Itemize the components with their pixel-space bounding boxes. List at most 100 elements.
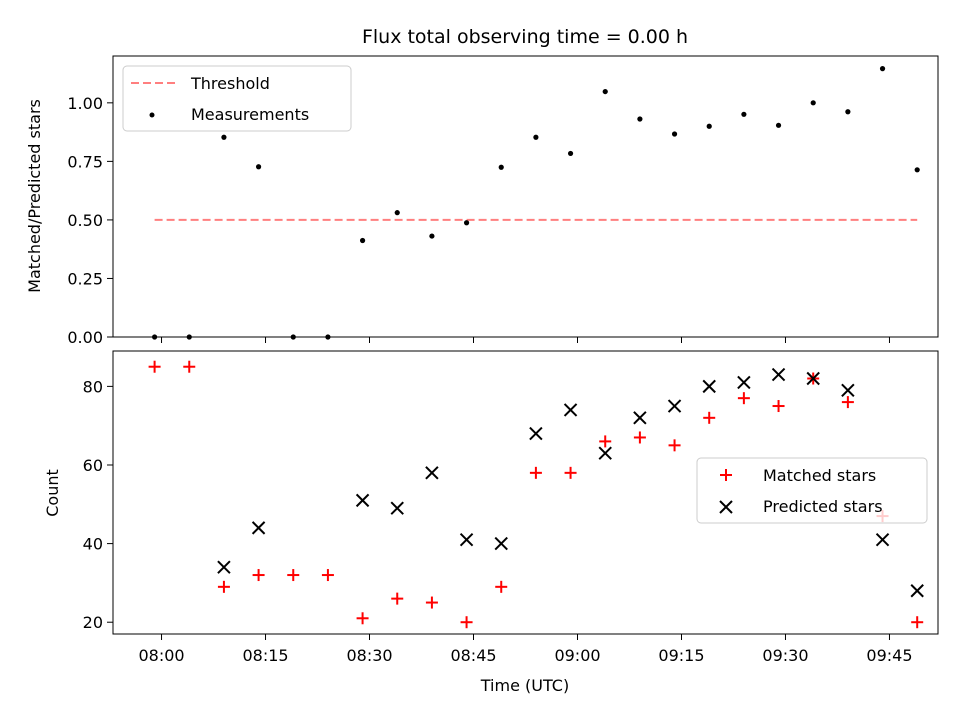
matched-star-point — [495, 580, 508, 593]
legend-measurements-label: Measurements — [191, 105, 309, 124]
matched-star-point — [772, 400, 785, 413]
bottom-panel-xlabel: Time (UTC) — [480, 676, 569, 695]
bottom-ytick-label: 80 — [83, 377, 103, 396]
predicted-star-point — [390, 501, 404, 515]
predicted-star-point — [529, 426, 543, 441]
top-ytick-label: 0.25 — [67, 269, 103, 288]
matched-star-point — [564, 466, 577, 479]
measurement-point — [775, 122, 782, 128]
measurement-point — [810, 100, 816, 106]
bottom-xtick-label: 09:30 — [762, 646, 808, 665]
legend-threshold-label: Threshold — [190, 74, 270, 93]
bottom-panel-xticks: 08:00 08:15 08:30 08:45 09:00 09:15 09:30 09:45 — [138, 634, 913, 665]
measurement-point — [394, 210, 400, 216]
matched-star-point — [460, 616, 473, 629]
matched-star-point — [287, 569, 300, 582]
matched-star-point — [321, 569, 334, 582]
bottom-panel-ylabel: Count — [43, 469, 62, 517]
predicted-star-point — [251, 521, 266, 535]
predicted-star-point — [875, 532, 890, 547]
bottom-xtick-label: 08:30 — [346, 646, 392, 665]
measurement-point — [498, 164, 504, 170]
predicted-star-point — [563, 403, 578, 417]
legend-measurements-swatch — [149, 112, 155, 118]
bottom-xtick-label: 09:15 — [658, 646, 704, 665]
bottom-xtick-label: 08:00 — [138, 646, 184, 665]
bottom-panel-marks — [148, 360, 924, 629]
bottom-panel: Count Time (UTC) 20 40 60 80 08:00 08:15 08:3… — [43, 350, 939, 695]
predicted-star-point — [355, 493, 370, 508]
bottom-xtick-label: 08:15 — [242, 646, 288, 665]
matched-star-point — [668, 439, 681, 452]
measurement-point — [463, 220, 470, 226]
matched-star-point — [911, 616, 924, 629]
bottom-ytick-label: 40 — [83, 535, 103, 554]
top-ytick-label: 0.50 — [67, 211, 103, 230]
matched-star-point — [148, 360, 161, 373]
measurement-point — [359, 237, 366, 244]
predicted-star-point — [217, 560, 231, 574]
top-panel-marks — [151, 66, 920, 340]
predicted-star-point — [425, 466, 439, 480]
measurement-point — [255, 164, 262, 170]
predicted-star-point — [806, 371, 820, 386]
measurement-point — [671, 131, 678, 137]
measurement-point — [429, 233, 435, 239]
predicted-star-point — [494, 536, 508, 551]
top-ytick-label: 0.00 — [67, 328, 103, 347]
matched-star-point — [252, 569, 265, 582]
measurement-point — [602, 88, 608, 95]
predicted-star-point — [771, 367, 786, 382]
top-panel-yticks: 0.00 0.25 0.50 0.75 1.00 — [67, 94, 113, 347]
matched-star-point — [425, 596, 438, 609]
predicted-star-point — [459, 532, 474, 547]
top-panel-xticks — [161, 337, 890, 343]
bottom-panel-frame — [112, 350, 939, 635]
measurement-point — [879, 66, 886, 72]
top-ytick-label: 0.75 — [67, 152, 103, 171]
matched-star-point — [356, 612, 369, 625]
bottom-ytick-label: 20 — [83, 613, 103, 632]
predicted-star-point — [841, 383, 855, 398]
top-panel-ylabel: Matched/Predicted stars — [25, 99, 44, 293]
top-legend-box — [122, 65, 352, 132]
bottom-xtick-label: 09:45 — [866, 646, 912, 665]
matched-star-point — [599, 435, 612, 448]
measurement-point — [221, 134, 227, 140]
top-panel-legend: Threshold Measurements — [122, 65, 352, 132]
top-panel-frame — [112, 55, 939, 338]
matched-star-point — [529, 466, 542, 479]
measurement-point — [914, 167, 920, 173]
matched-star-point — [633, 431, 646, 444]
bottom-xtick-label: 09:00 — [554, 646, 600, 665]
bottom-ytick-label: 60 — [83, 456, 103, 475]
matched-star-point — [841, 396, 854, 409]
matched-star-point — [703, 411, 716, 424]
measurement-point — [637, 116, 643, 122]
matched-star-point — [217, 580, 230, 593]
legend-matched-label: Matched stars — [763, 466, 876, 485]
top-ytick-label: 1.00 — [67, 94, 103, 113]
predicted-star-point — [633, 411, 647, 425]
predicted-star-point — [667, 399, 682, 413]
measurement-point — [845, 109, 851, 115]
predicted-star-point — [737, 375, 751, 390]
matched-star-point — [737, 392, 750, 405]
legend-matched-swatch — [720, 469, 732, 481]
measurement-point — [706, 123, 712, 129]
bottom-panel-legend: Matched stars Predicted stars — [696, 457, 928, 524]
legend-predicted-label: Predicted stars — [763, 497, 883, 516]
predicted-star-point — [910, 584, 924, 598]
top-panel: Flux total observing time = 0.00 h Match… — [25, 26, 939, 347]
predicted-star-point — [702, 379, 716, 394]
top-panel-title: Flux total observing time = 0.00 h — [362, 26, 688, 48]
bottom-xtick-label: 08:45 — [450, 646, 496, 665]
measurement-point — [567, 150, 574, 157]
predicted-star-point — [598, 446, 612, 460]
measurement-point — [533, 134, 539, 140]
bottom-legend-box — [696, 457, 928, 524]
matched-star-point — [183, 360, 196, 373]
bottom-panel-yticks: 20 40 60 80 — [83, 377, 113, 632]
legend-predicted-swatch — [719, 500, 733, 514]
